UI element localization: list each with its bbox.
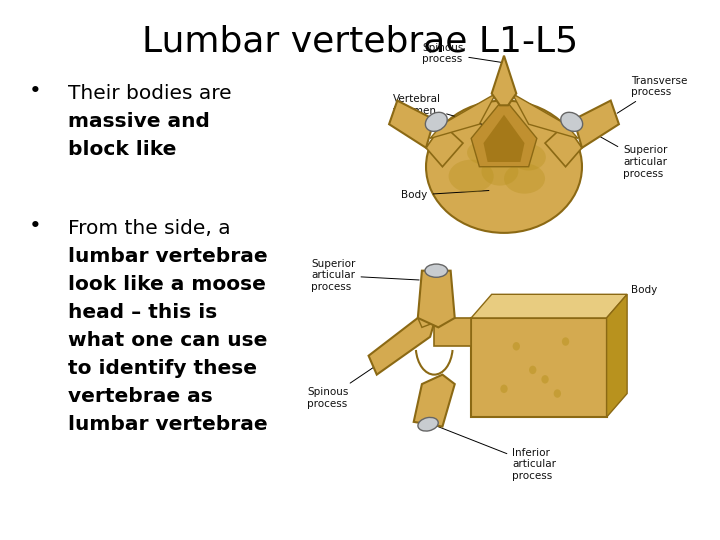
Ellipse shape bbox=[504, 164, 545, 194]
Polygon shape bbox=[471, 294, 627, 318]
Polygon shape bbox=[369, 318, 434, 375]
Polygon shape bbox=[545, 124, 582, 167]
Circle shape bbox=[562, 338, 570, 346]
Text: From the side, a: From the side, a bbox=[68, 219, 231, 238]
Text: Vertebral
foramen: Vertebral foramen bbox=[393, 94, 495, 128]
Text: Body: Body bbox=[613, 285, 657, 303]
Polygon shape bbox=[426, 124, 463, 167]
Text: lumbar vertebrae: lumbar vertebrae bbox=[68, 247, 268, 266]
Ellipse shape bbox=[418, 417, 438, 431]
Text: Lumbar vertebrae L1-L5: Lumbar vertebrae L1-L5 bbox=[142, 24, 578, 58]
Text: Transverse
process: Transverse process bbox=[617, 76, 688, 113]
Polygon shape bbox=[471, 318, 606, 417]
Text: •: • bbox=[29, 216, 42, 236]
Polygon shape bbox=[512, 93, 578, 138]
Polygon shape bbox=[574, 100, 619, 148]
Text: massive and: massive and bbox=[68, 112, 210, 131]
Circle shape bbox=[541, 375, 549, 383]
Text: vertebrae as: vertebrae as bbox=[68, 387, 213, 406]
Text: Inferior
articular
process: Inferior articular process bbox=[428, 423, 557, 481]
Text: lumbar vertebrae: lumbar vertebrae bbox=[68, 415, 268, 434]
Text: head – this is: head – this is bbox=[68, 303, 217, 322]
Text: Spinous
process: Spinous process bbox=[307, 367, 374, 409]
Polygon shape bbox=[418, 271, 455, 327]
Ellipse shape bbox=[482, 157, 518, 186]
Text: Superior
articular
process: Superior articular process bbox=[576, 123, 667, 179]
Polygon shape bbox=[492, 56, 516, 105]
Polygon shape bbox=[606, 294, 627, 417]
Polygon shape bbox=[430, 93, 496, 138]
Polygon shape bbox=[389, 100, 434, 148]
Text: block like: block like bbox=[68, 140, 177, 159]
Polygon shape bbox=[418, 313, 434, 327]
Ellipse shape bbox=[449, 160, 494, 193]
Circle shape bbox=[554, 389, 561, 398]
Circle shape bbox=[529, 366, 536, 374]
Ellipse shape bbox=[511, 144, 546, 171]
Text: to identify these: to identify these bbox=[68, 359, 258, 378]
Ellipse shape bbox=[467, 141, 500, 164]
Text: Superior
articular
process: Superior articular process bbox=[311, 259, 419, 292]
Text: Body: Body bbox=[402, 190, 489, 200]
Polygon shape bbox=[484, 115, 524, 162]
Circle shape bbox=[500, 384, 508, 393]
Polygon shape bbox=[471, 98, 537, 167]
Ellipse shape bbox=[425, 264, 448, 278]
Text: Their bodies are: Their bodies are bbox=[68, 84, 232, 103]
Text: look like a moose: look like a moose bbox=[68, 275, 266, 294]
Circle shape bbox=[513, 342, 520, 350]
Polygon shape bbox=[434, 318, 471, 346]
Ellipse shape bbox=[426, 112, 447, 131]
Text: •: • bbox=[29, 81, 42, 101]
Text: what one can use: what one can use bbox=[68, 331, 268, 350]
Polygon shape bbox=[414, 375, 455, 427]
Ellipse shape bbox=[561, 112, 582, 131]
Ellipse shape bbox=[426, 100, 582, 233]
Text: Spinous
process: Spinous process bbox=[422, 43, 501, 64]
